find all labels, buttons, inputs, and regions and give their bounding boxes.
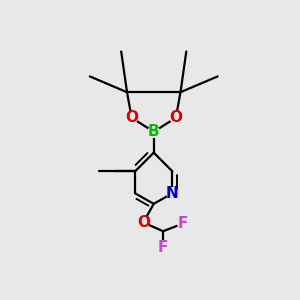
Circle shape: [148, 126, 159, 137]
Text: O: O: [125, 110, 138, 125]
Text: F: F: [178, 216, 188, 231]
Text: O: O: [169, 110, 182, 125]
Circle shape: [126, 112, 137, 123]
Text: O: O: [137, 215, 150, 230]
Text: F: F: [158, 241, 168, 256]
Circle shape: [167, 188, 178, 199]
Circle shape: [178, 218, 188, 229]
Circle shape: [138, 217, 149, 228]
Text: N: N: [166, 186, 179, 201]
Text: B: B: [148, 124, 160, 139]
Circle shape: [158, 243, 168, 253]
Circle shape: [170, 112, 182, 123]
